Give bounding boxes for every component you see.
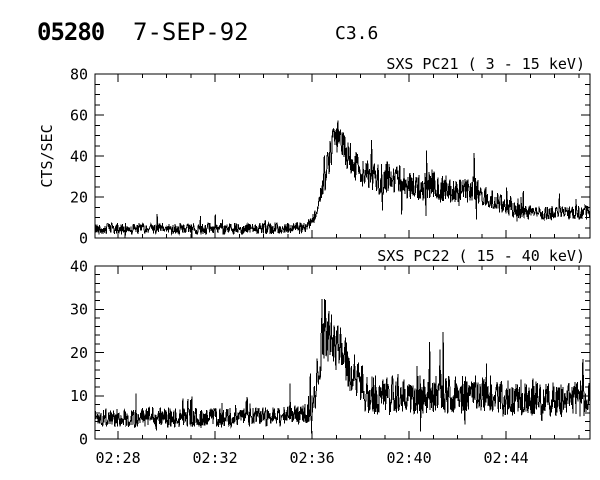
x-tick-label: 02:36: [289, 449, 334, 467]
x-tick-label: 02:28: [95, 449, 140, 467]
goes-class-label: C3.6: [335, 23, 379, 44]
y-tick-label: 30: [70, 301, 88, 319]
y-tick-label: 20: [70, 188, 88, 206]
event-number: 05280: [37, 18, 105, 46]
top-plot: 0 20 40 60 80 SXS PC21 ( 3 - 15 keV) CTS/SEC: [38, 55, 591, 247]
data-trace-sxs-pc22: [94, 298, 591, 434]
y-axis-label: CTS/SEC: [38, 124, 56, 187]
y-tick-label: 60: [70, 106, 88, 124]
panel-title: SXS PC21 ( 3 - 15 keV): [386, 55, 585, 73]
panel-title: SXS PC22 ( 15 - 40 keV): [377, 247, 585, 265]
x-tick-label: 02:40: [386, 449, 431, 467]
y-tick-label: 0: [79, 229, 88, 247]
y-tick-label: 10: [70, 387, 88, 405]
bottom-plot: 0 10 20 30 40 02:28 02:32 02:36 02:40 02:44 SXS PC…: [70, 247, 591, 467]
data-trace-sxs-pc21: [94, 120, 591, 239]
y-tick-label: 40: [70, 147, 88, 165]
x-tick-label: 02:44: [484, 449, 529, 467]
y-tick-label: 80: [70, 65, 88, 83]
y-tick-label: 0: [79, 430, 88, 448]
y-tick-label: 40: [70, 257, 88, 275]
x-tick-label: 02:32: [192, 449, 237, 467]
date-label: 7-SEP-92: [133, 18, 249, 46]
y-tick-label: 20: [70, 344, 88, 362]
